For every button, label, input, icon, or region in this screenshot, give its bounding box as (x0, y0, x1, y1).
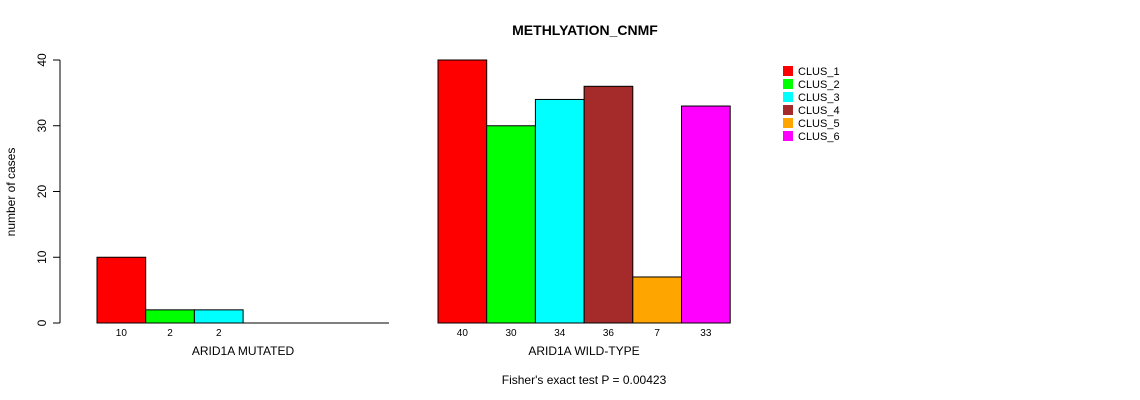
group-label-mutated: ARID1A MUTATED (192, 344, 295, 358)
count-labels: 10 2 2 40 30 34 36 7 33 (116, 328, 712, 339)
count-label: 2 (167, 328, 173, 339)
legend-swatch-clus-4 (783, 105, 793, 115)
bar-mutated-clus-2 (145, 309, 195, 324)
count-label: 30 (505, 328, 517, 339)
legend-label-clus-2: CLUS_2 (798, 79, 840, 91)
bar-wild-type-clus-6 (681, 105, 731, 324)
count-label: 33 (700, 328, 712, 339)
count-label: 36 (603, 328, 615, 339)
bar-wild-type-clus-3 (534, 98, 585, 324)
legend-label-clus-4: CLUS_4 (798, 105, 840, 117)
bar-wild-type-clus-5 (632, 276, 682, 324)
fisher-test-footer: Fisher's exact test P = 0.00423 (502, 373, 667, 387)
y-axis-label: number of cases (4, 148, 18, 237)
count-label: 7 (654, 328, 660, 339)
bar-mutated-clus-1 (96, 256, 147, 324)
y-tick-label: 40 (35, 53, 49, 67)
count-label: 40 (457, 328, 469, 339)
legend-swatch-clus-5 (783, 118, 793, 128)
legend-swatch-clus-1 (783, 66, 793, 76)
group-label-wild-type: ARID1A WILD-TYPE (528, 344, 639, 358)
y-tick-label: 30 (35, 119, 49, 133)
legend-swatch-clus-6 (783, 131, 793, 141)
count-label: 10 (116, 328, 128, 339)
bar-mutated-clus-3 (193, 309, 244, 324)
legend-label-clus-1: CLUS_1 (798, 66, 840, 78)
y-tick-label: 0 (35, 319, 49, 326)
legend-label-clus-5: CLUS_5 (798, 118, 840, 130)
bar-wild-type-clus-2 (486, 125, 536, 324)
count-label: 34 (554, 328, 566, 339)
y-tick-label: 10 (35, 250, 49, 264)
bars (96, 59, 731, 324)
bar-wild-type-clus-1 (437, 59, 488, 324)
chart-title: METHLYATION_CNMF (512, 22, 658, 38)
legend-label-clus-6: CLUS_6 (798, 131, 840, 143)
y-axis: 0 10 20 30 40 (35, 53, 61, 326)
count-label: 2 (216, 328, 222, 339)
legend-swatch-clus-2 (783, 79, 793, 89)
bar-wild-type-clus-4 (583, 85, 634, 324)
legend-label-clus-3: CLUS_3 (798, 92, 840, 104)
legend-swatch-clus-3 (783, 92, 793, 102)
y-tick-label: 20 (35, 185, 49, 199)
